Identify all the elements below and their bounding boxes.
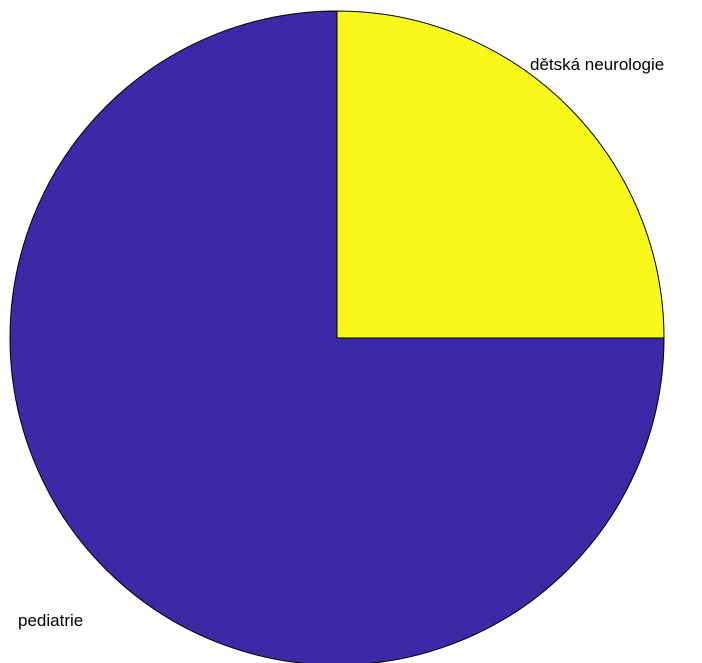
slice-pediatrie [9, 10, 665, 663]
pie-slices [9, 10, 665, 663]
slice-label-detska-neurologie: dětská neurologie [530, 55, 664, 74]
pie-labels: dětská neurologie pediatrie [18, 55, 664, 630]
slice-detska-neurologie [336, 10, 665, 339]
slice-label-pediatrie: pediatrie [18, 611, 83, 630]
